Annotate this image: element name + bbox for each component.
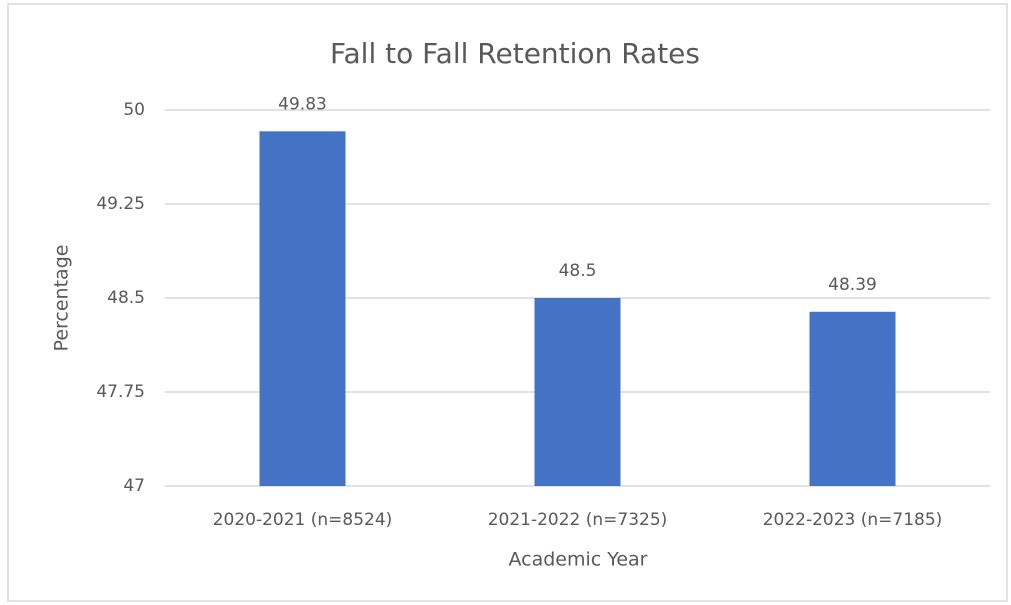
y-axis-title: Percentage <box>51 245 73 352</box>
y-tick-label: 47.75 <box>96 382 145 402</box>
chart-title: Fall to Fall Retention Rates <box>330 37 700 70</box>
y-tick-label: 50 <box>123 100 145 120</box>
x-axis-title: Academic Year <box>508 549 647 571</box>
x-tick-label: 2022-2023 (n=7185) <box>763 510 943 530</box>
bar <box>259 131 346 486</box>
y-tick-label: 48.5 <box>107 288 145 308</box>
bar <box>534 298 621 486</box>
x-tick-label: 2020-2021 (n=8524) <box>213 510 393 530</box>
x-tick-label: 2021-2022 (n=7325) <box>488 510 668 530</box>
bar <box>809 311 896 486</box>
data-label: 49.83 <box>278 94 327 114</box>
chart-border <box>7 3 1008 602</box>
y-tick-label: 49.25 <box>96 194 145 214</box>
data-label: 48.39 <box>828 275 877 295</box>
data-label: 48.5 <box>559 261 597 281</box>
y-tick-label: 47 <box>123 476 145 496</box>
